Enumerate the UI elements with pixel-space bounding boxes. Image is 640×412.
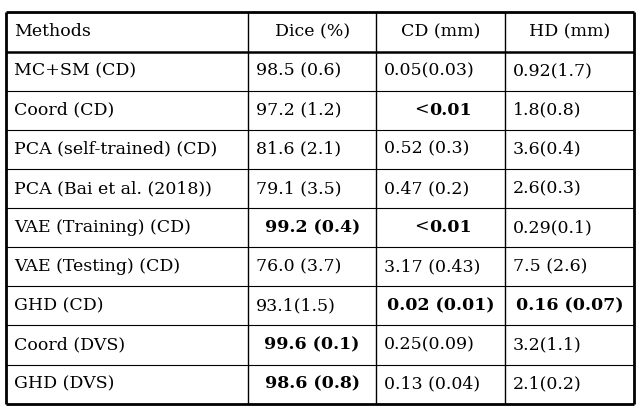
Text: HD (mm): HD (mm) — [529, 23, 610, 40]
Text: Methods: Methods — [14, 23, 91, 40]
Text: 2.1(0.2): 2.1(0.2) — [513, 376, 582, 393]
Text: 0.52 (0.3): 0.52 (0.3) — [384, 141, 470, 158]
Text: 0.47 (0.2): 0.47 (0.2) — [384, 180, 469, 197]
Text: 0.25(0.09): 0.25(0.09) — [384, 337, 475, 353]
Text: 99.6 (0.1): 99.6 (0.1) — [264, 337, 360, 353]
Text: 3.2(1.1): 3.2(1.1) — [513, 337, 582, 353]
Text: 93.1(1.5): 93.1(1.5) — [255, 297, 335, 314]
Text: 76.0 (3.7): 76.0 (3.7) — [255, 258, 341, 275]
Text: 0.01: 0.01 — [429, 102, 472, 119]
Text: Coord (DVS): Coord (DVS) — [14, 337, 125, 353]
Text: 1.8(0.8): 1.8(0.8) — [513, 102, 581, 119]
Text: 99.2 (0.4): 99.2 (0.4) — [264, 219, 360, 236]
Text: 0.29(0.1): 0.29(0.1) — [513, 219, 593, 236]
Text: 98.6 (0.8): 98.6 (0.8) — [265, 376, 360, 393]
Text: 81.6 (2.1): 81.6 (2.1) — [255, 141, 340, 158]
Text: CD (mm): CD (mm) — [401, 23, 481, 40]
Text: GHD (CD): GHD (CD) — [14, 297, 104, 314]
Text: 79.1 (3.5): 79.1 (3.5) — [255, 180, 341, 197]
Text: PCA (Bai et al. (2018)): PCA (Bai et al. (2018)) — [14, 180, 212, 197]
Text: Coord (CD): Coord (CD) — [14, 102, 115, 119]
Text: 0.13 (0.04): 0.13 (0.04) — [384, 376, 480, 393]
Text: 0.92(1.7): 0.92(1.7) — [513, 63, 593, 80]
Text: 0.16 (0.07): 0.16 (0.07) — [516, 297, 623, 314]
Text: <: < — [414, 102, 429, 119]
Text: VAE (Testing) (CD): VAE (Testing) (CD) — [14, 258, 180, 275]
Text: GHD (DVS): GHD (DVS) — [14, 376, 115, 393]
Text: 98.5 (0.6): 98.5 (0.6) — [255, 63, 341, 80]
Text: Dice (%): Dice (%) — [275, 23, 349, 40]
Text: 0.01: 0.01 — [429, 219, 472, 236]
Text: 0.02 (0.01): 0.02 (0.01) — [387, 297, 495, 314]
Text: 7.5 (2.6): 7.5 (2.6) — [513, 258, 587, 275]
Text: 97.2 (1.2): 97.2 (1.2) — [255, 102, 341, 119]
Text: VAE (Training) (CD): VAE (Training) (CD) — [14, 219, 191, 236]
Text: 3.17 (0.43): 3.17 (0.43) — [384, 258, 481, 275]
Text: <: < — [414, 219, 429, 236]
Text: PCA (self-trained) (CD): PCA (self-trained) (CD) — [14, 141, 218, 158]
Text: 2.6(0.3): 2.6(0.3) — [513, 180, 582, 197]
Text: 0.05(0.03): 0.05(0.03) — [384, 63, 475, 80]
Text: 3.6(0.4): 3.6(0.4) — [513, 141, 581, 158]
Text: MC+SM (CD): MC+SM (CD) — [14, 63, 136, 80]
